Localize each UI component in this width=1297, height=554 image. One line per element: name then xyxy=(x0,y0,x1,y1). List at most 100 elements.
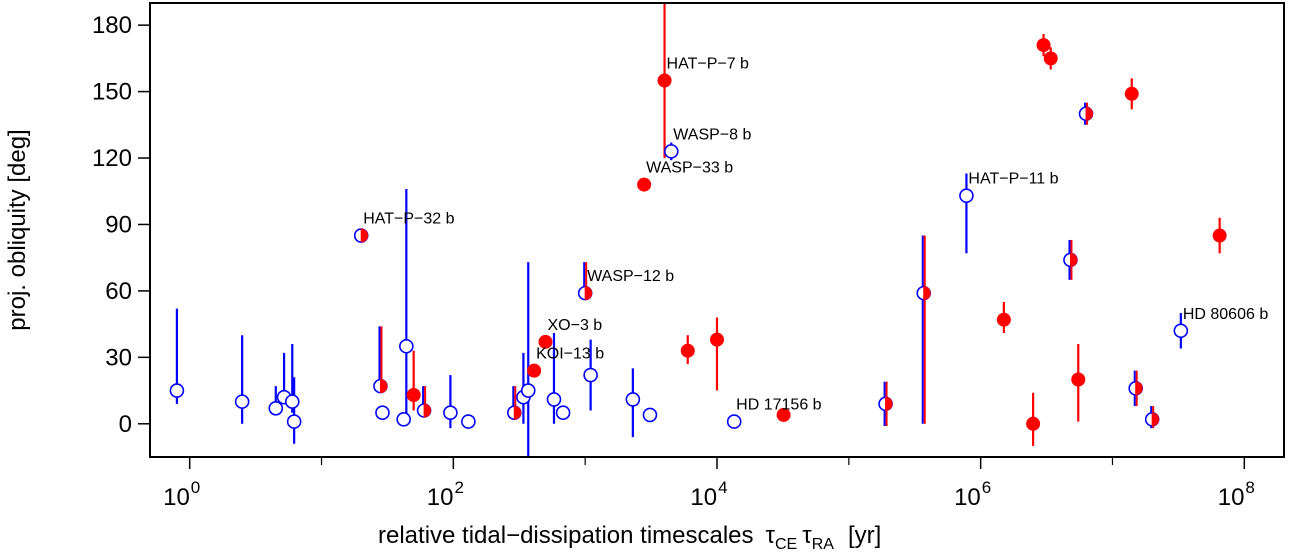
data-point-half xyxy=(506,405,522,421)
y-axis-title: proj. obliquity [deg] xyxy=(4,129,31,330)
data-point-filled xyxy=(1071,372,1086,387)
point-label: WASP−33 b xyxy=(646,160,733,177)
data-point-open xyxy=(169,383,185,398)
point-label: HAT−P−7 b xyxy=(667,56,750,73)
data-point-half-fill xyxy=(1069,252,1078,267)
data-point-half xyxy=(1128,381,1144,396)
data-point-half-fill xyxy=(1135,381,1143,396)
data-point-half xyxy=(577,285,593,301)
data-point-filled xyxy=(996,312,1011,327)
data-point-filled xyxy=(1043,51,1058,66)
point-label: HAT−P−32 b xyxy=(363,211,454,228)
y-tick-label: 0 xyxy=(119,411,132,438)
x-axis-title-sub2: RA xyxy=(812,536,835,553)
x-tick-base: 10 xyxy=(427,484,454,511)
data-point-open xyxy=(1173,323,1189,339)
x-tick-exponent: 4 xyxy=(718,478,727,497)
y-axis: 0 30 60 90 120 150 180 xyxy=(92,12,150,438)
data-point-open xyxy=(399,338,414,354)
data-point-filled xyxy=(637,177,652,192)
data-point-filled xyxy=(538,334,553,349)
data-point-open xyxy=(375,405,390,421)
data-point-open xyxy=(396,412,411,427)
data-point-open xyxy=(583,367,598,383)
point-label: XO−3 b xyxy=(547,317,602,334)
data-point-half xyxy=(1078,106,1094,122)
data-point-open xyxy=(959,188,974,203)
point-annotations: HAT−P−32 b KOI−13 b XO−3 b WASP−12 b WASP−33… xyxy=(363,56,1268,414)
x-tick-label: 104 xyxy=(690,478,727,511)
data-point-open xyxy=(625,392,641,407)
x-axis-title-sub1: CE xyxy=(775,536,797,553)
data-point-open xyxy=(284,394,300,409)
point-label: WASP−12 b xyxy=(587,268,674,285)
data-point-filled xyxy=(657,73,672,88)
data-point-filled xyxy=(710,332,724,347)
data-point-open xyxy=(520,383,536,398)
x-axis-title: relative tidal−dissipation timescales τCE… xyxy=(378,522,881,553)
x-tick-base: 10 xyxy=(690,484,717,511)
data-point-open xyxy=(286,414,302,429)
point-label: HD 80606 b xyxy=(1183,306,1268,323)
data-point-half-fill xyxy=(885,396,893,411)
x-axis-title-tau1: τ xyxy=(766,522,776,549)
data-point-half xyxy=(416,403,432,418)
x-tick-exponent: 0 xyxy=(191,478,200,497)
x-tick-label: 108 xyxy=(1218,478,1255,511)
data-point-filled xyxy=(776,407,791,422)
y-tick-label: 150 xyxy=(92,79,132,106)
data-point-half xyxy=(1144,412,1160,427)
x-axis: 100 102 104 106 108 xyxy=(163,457,1255,511)
data-point-open xyxy=(726,414,742,429)
data-point-open xyxy=(642,407,658,423)
data-point-open xyxy=(555,405,571,421)
data-point-open xyxy=(663,144,679,159)
y-tick-label: 30 xyxy=(105,344,132,371)
point-label: HAT−P−11 b xyxy=(968,171,1058,188)
data-point-half-fill xyxy=(513,405,522,420)
y-tick-label: 90 xyxy=(105,211,132,238)
data-point-open xyxy=(443,405,458,421)
x-tick-label: 106 xyxy=(954,478,991,511)
data-point-filled xyxy=(1036,38,1051,53)
data-point-filled xyxy=(1124,86,1139,101)
x-tick-exponent: 2 xyxy=(454,478,463,497)
x-tick-exponent: 6 xyxy=(982,478,991,497)
data-points xyxy=(169,38,1227,431)
data-point-half xyxy=(916,285,932,301)
point-label: KOI−13 b xyxy=(536,346,604,363)
data-point-half xyxy=(878,396,893,412)
y-tick-label: 60 xyxy=(105,278,132,305)
data-point-half-fill xyxy=(584,286,593,301)
data-point-filled xyxy=(1026,416,1041,431)
data-point-half xyxy=(353,228,369,243)
data-point-filled xyxy=(527,363,542,378)
data-point-open xyxy=(234,394,250,409)
data-point-half-fill xyxy=(360,228,369,243)
x-tick-exponent: 8 xyxy=(1245,478,1254,497)
x-tick-base: 10 xyxy=(163,484,190,511)
y-tick-label: 120 xyxy=(92,145,132,172)
x-axis-title-tau2: τ xyxy=(802,522,812,549)
point-label: WASP−8 b xyxy=(673,126,751,143)
data-point-half-fill xyxy=(1151,412,1160,427)
x-tick-base: 10 xyxy=(954,484,981,511)
data-point-filled xyxy=(1212,228,1227,243)
data-point-filled xyxy=(680,343,695,358)
x-tick-label: 102 xyxy=(427,478,464,511)
data-point-half-fill xyxy=(923,286,931,301)
data-point-open xyxy=(461,414,476,429)
x-tick-base: 10 xyxy=(1218,484,1245,511)
data-point-half xyxy=(1063,252,1078,268)
x-axis-title-unit: [yr] xyxy=(848,522,881,549)
data-point-open xyxy=(546,392,562,407)
data-point-half-fill xyxy=(423,403,432,418)
data-point-half-fill xyxy=(379,379,388,394)
data-point-half xyxy=(373,378,388,394)
x-tick-label: 100 xyxy=(163,478,200,511)
data-point-filled xyxy=(406,387,421,402)
data-point-half-fill xyxy=(1085,106,1094,121)
point-label: HD 17156 b xyxy=(736,397,821,414)
x-axis-title-main: relative tidal−dissipation timescales xyxy=(378,522,754,549)
